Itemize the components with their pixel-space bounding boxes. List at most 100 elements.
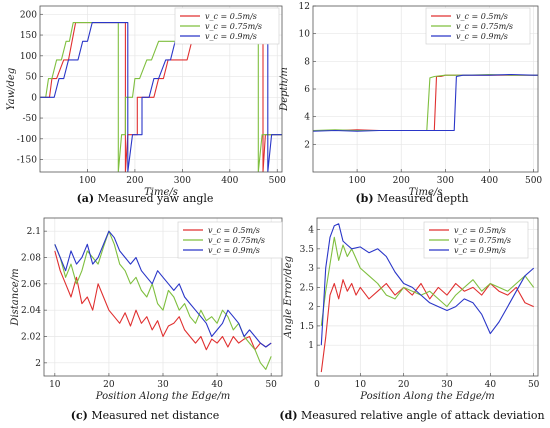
x-tick-label: 500 — [269, 176, 286, 186]
y-axis-label: Angle Error/deg — [283, 256, 294, 339]
x-tick-label: 100 — [349, 176, 366, 186]
y-tick-label: 3 — [308, 264, 314, 274]
axes-frame-a — [39, 5, 283, 173]
y-tick-label: 1.5 — [300, 322, 315, 332]
y-tick-label: 1 — [308, 341, 314, 351]
y-tick-label: 2.02 — [21, 333, 41, 343]
axes-frame-b — [312, 5, 539, 173]
y-tick-label: 2 — [304, 140, 310, 150]
y-axis-label: Depth/m — [279, 67, 290, 112]
x-axis-label: Time/s — [409, 187, 443, 198]
x-tick-label: 10 — [355, 380, 367, 390]
y-tick-label: 4 — [308, 226, 314, 236]
y-tick-label: 2.5 — [300, 283, 315, 293]
y-tick-label: 0 — [31, 93, 37, 103]
y-tick-label: 2.1 — [27, 227, 41, 237]
y-tick-label: 8 — [304, 57, 310, 67]
chart-a: 100 200 300 400 500-150-100-50050100150200Ti… — [6, 5, 286, 198]
y-tick-label: 4 — [304, 113, 310, 123]
y-tick-label: 12 — [299, 2, 310, 12]
y-tick-label: 2 — [35, 359, 41, 369]
legend-label: v_c = 0.9m/s — [456, 32, 508, 41]
series-group-b — [313, 73, 538, 132]
y-tick-label: 10 — [299, 30, 311, 40]
y-tick-label: -150 — [17, 156, 37, 166]
caption-a: (a) Measured yaw angle — [77, 192, 214, 205]
caption-c-letter: (c) — [71, 409, 88, 422]
series-line-green — [320, 236, 535, 326]
legend-label: v_c = 0.5m/s — [205, 12, 257, 21]
y-tick-label: 2 — [308, 303, 314, 313]
chart-c: 10 20 30 40 50 2 2.02 2.04 2.06 2.08 2.1 Position A… — [10, 217, 283, 402]
legend-label: v_c = 0.9m/s — [208, 246, 260, 255]
y-tick-label: 2.08 — [21, 254, 41, 264]
legend-label: v_c = 0.75m/s — [454, 236, 511, 245]
x-tick-label: 50 — [265, 380, 277, 390]
x-tick-label: 200 — [126, 176, 143, 186]
x-tick-label: 10 — [49, 380, 61, 390]
x-tick-label: 500 — [525, 176, 542, 186]
x-axis-label: Position Along the Edge/m — [359, 391, 494, 402]
caption-b-text: Measured depth — [374, 192, 469, 205]
x-tick-label: 20 — [398, 380, 410, 390]
x-tick-label: 0 — [314, 380, 320, 390]
y-axis-label: Distance/m — [10, 268, 21, 326]
series-line-green — [54, 230, 272, 370]
x-axis-label: Time/s — [144, 187, 178, 198]
chart-d: 0 10 20 30 40 50 1 1.5 2 2.5 3 3.5 4 Position Along t… — [283, 217, 540, 402]
legend-label: v_c = 0.75m/s — [205, 22, 262, 31]
series-line-green — [313, 73, 538, 132]
series-group-c — [54, 230, 272, 370]
legend-label: v_c = 0.9m/s — [205, 32, 257, 41]
series-line-blue — [54, 230, 272, 348]
x-tick-label: 40 — [485, 380, 497, 390]
x-tick-label: 30 — [157, 380, 169, 390]
caption-b-letter: (b) — [355, 192, 373, 205]
x-tick-label: 40 — [211, 380, 223, 390]
x-tick-label: 30 — [441, 380, 453, 390]
series-line-blue — [320, 223, 535, 346]
x-tick-label: 400 — [481, 176, 498, 186]
series-line-red — [320, 279, 534, 373]
x-tick-label: 200 — [393, 176, 410, 186]
series-group-d — [320, 223, 535, 373]
chart-b: 100 200 300 400 500 2 4 6 8 10 12 Time/s Depth/m v_c … — [279, 2, 542, 198]
y-tick-label: -50 — [23, 114, 38, 124]
y-tick-label: -100 — [17, 135, 37, 145]
y-axis-label: Yaw/deg — [6, 68, 17, 110]
caption-c: (c) Measured net distance — [71, 409, 219, 422]
y-tick-label: 200 — [20, 10, 37, 20]
caption-d-letter: (d) — [279, 409, 297, 422]
x-axis-label: Position Along the Edge/m — [95, 391, 230, 402]
y-tick-label: 50 — [26, 73, 38, 83]
x-tick-label: 300 — [174, 176, 191, 186]
y-tick-label: 100 — [20, 52, 37, 62]
legend-label: v_c = 0.5m/s — [208, 226, 260, 235]
x-tick-label: 20 — [103, 380, 115, 390]
y-tick-label: 2.06 — [21, 280, 41, 290]
legend-label: v_c = 0.5m/s — [456, 12, 508, 21]
x-tick-label: 100 — [79, 176, 96, 186]
series-line-red — [54, 250, 272, 351]
caption-d-text: Measured relative angle of attack deviat… — [298, 409, 545, 422]
x-tick-label: 300 — [437, 176, 454, 186]
caption-a-text: Measured yaw angle — [94, 192, 213, 205]
legend-label: v_c = 0.5m/s — [454, 226, 506, 235]
caption-c-text: Measured net distance — [88, 409, 219, 422]
axes-frame-c — [43, 217, 283, 377]
y-tick-label: 3.5 — [300, 245, 315, 255]
axes-frame-d — [316, 217, 539, 377]
y-tick-label: 150 — [20, 31, 37, 41]
caption-a-letter: (a) — [77, 192, 95, 205]
y-tick-label: 6 — [304, 85, 310, 95]
x-tick-label: 400 — [221, 176, 238, 186]
caption-b: (b) Measured depth — [355, 192, 468, 205]
legend-label: v_c = 0.75m/s — [208, 236, 265, 245]
series-line-blue — [313, 73, 538, 132]
y-tick-label: 2.04 — [21, 306, 41, 316]
legend-label: v_c = 0.75m/s — [456, 22, 513, 31]
caption-d: (d) Measured relative angle of attack de… — [279, 409, 544, 422]
legend-label: v_c = 0.9m/s — [454, 246, 506, 255]
x-tick-label: 50 — [528, 380, 540, 390]
